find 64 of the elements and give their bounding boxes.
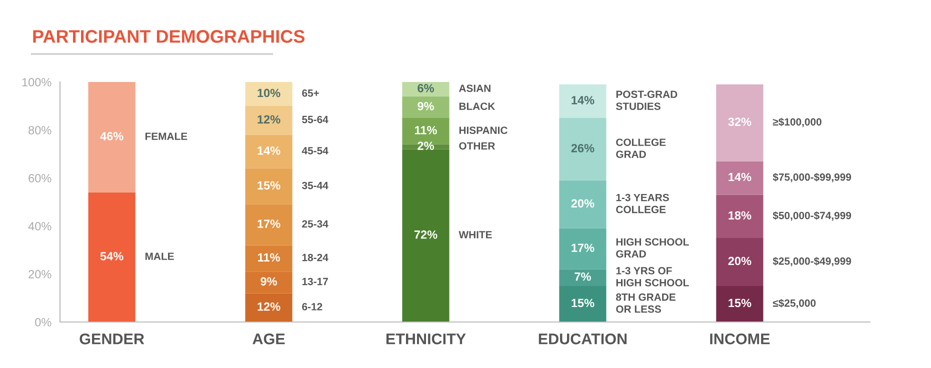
data-label: 54% [100, 252, 124, 260]
data-label: 15% [728, 298, 752, 308]
data-label: 72% [414, 230, 438, 239]
series-label: OTHER [459, 142, 495, 150]
series-label: BLACK [459, 102, 496, 110]
series-label: 6-12 [302, 303, 322, 310]
y-tick-label: 80% [28, 126, 52, 134]
data-label: 7% [574, 272, 591, 281]
x-tick-label: GENDER [80, 334, 144, 344]
data-label: 46% [100, 132, 124, 140]
series-label: 1-3 YEARS COLLEGE [616, 194, 669, 214]
x-tick-label: ETHNICITY [386, 334, 466, 344]
series-label: FEMALE [145, 132, 188, 140]
series-label: 13-17 [302, 278, 328, 286]
series-label: 1-3 YRS OF HIGH SCHOOL [616, 267, 689, 286]
x-tick-label: INCOME [710, 334, 770, 344]
series-label: WHITE [458, 231, 492, 238]
y-tick-label: 20% [28, 270, 52, 278]
series-label: $50,000-$74,999 [772, 211, 852, 221]
data-label: 32% [728, 118, 752, 126]
data-label: 11% [415, 126, 437, 134]
data-label: 20% [571, 199, 594, 208]
x-tick-label: AGE [252, 334, 285, 344]
data-label: 17% [572, 244, 594, 252]
y-tick-label: 0% [35, 318, 52, 326]
series-label: $75,000-$99,999 [772, 172, 852, 182]
data-label: 12% [258, 115, 280, 124]
series-label: 25-34 [302, 220, 328, 228]
series-label: 45-54 [302, 147, 328, 154]
data-label: 17% [258, 220, 280, 228]
series-label: ≥$100,000 [772, 118, 822, 128]
series-label: POST-GRAD STUDIES [616, 90, 678, 110]
data-label: 14% [728, 172, 752, 182]
data-label: 26% [571, 144, 594, 152]
data-label: 10% [258, 88, 280, 98]
series-label: ≤$25,000 [772, 298, 816, 308]
data-label: 15% [258, 181, 280, 190]
data-label: 14% [258, 146, 280, 155]
series-label: $25,000-$49,999 [772, 256, 852, 266]
series-label: 18-24 [302, 254, 328, 262]
data-label: 14% [572, 96, 594, 104]
data-label: 9% [260, 277, 277, 286]
series-label: HISPANIC [459, 126, 508, 134]
x-tick-label: EDUCATION [538, 334, 627, 344]
series-label: 8TH GRADE OR LESS [616, 293, 676, 313]
series-label: 35-44 [302, 182, 328, 190]
series-label: COLLEGE GRAD [616, 138, 666, 158]
series-label: MALE [145, 252, 174, 260]
data-label: 11% [258, 253, 280, 262]
data-label: 12% [258, 302, 280, 311]
series-label: HIGH SCHOOL GRAD [616, 238, 689, 258]
series-label: ASIAN [458, 84, 490, 92]
data-label: 18% [728, 211, 752, 220]
data-label: 6% [418, 84, 434, 92]
data-label: 9% [418, 102, 434, 110]
data-label: 15% [572, 298, 594, 308]
data-label: 2% [418, 142, 434, 150]
y-tick-label: 60% [28, 174, 52, 182]
series-label: 55-64 [302, 116, 328, 124]
data-label: 20% [728, 256, 752, 266]
chart-title: PARTICIPANT DEMOGRAPHICS [33, 30, 304, 43]
y-tick-label: 100% [22, 78, 52, 86]
series-label: 65+ [302, 89, 319, 97]
y-tick-label: 40% [28, 222, 52, 230]
